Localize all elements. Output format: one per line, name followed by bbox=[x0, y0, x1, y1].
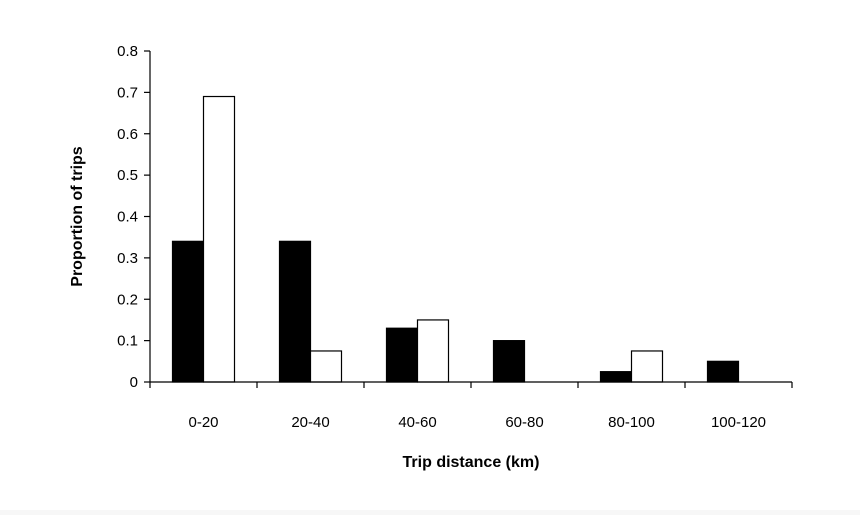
x-ticks: 0-20 20-40 40-60 60-80 80-100 100-120 bbox=[149, 382, 793, 431]
y-axis-title: Proportion of trips bbox=[69, 146, 86, 287]
bar-series2-80-100 bbox=[630, 350, 664, 383]
x-tick-label: 0-20 bbox=[188, 414, 218, 431]
x-tick-label: 40-60 bbox=[398, 414, 436, 431]
bar-series2-0-20 bbox=[202, 95, 236, 383]
y-tick-label: 0.3 bbox=[117, 250, 138, 267]
bar-series1-20-40 bbox=[278, 240, 312, 383]
bar-series1-60-80 bbox=[492, 340, 526, 383]
bar-series2-20-40 bbox=[309, 350, 343, 383]
bar-series2-40-60 bbox=[416, 319, 450, 383]
y-ticks: 0 0.1 0.2 0.3 0.4 0.5 0.6 0.7 0.8 bbox=[117, 43, 150, 391]
x-tick-label: 60-80 bbox=[505, 414, 543, 431]
bar-series1-80-100 bbox=[599, 371, 633, 383]
x-axis-title: Trip distance (km) bbox=[403, 454, 540, 471]
y-tick-label: 0.5 bbox=[117, 167, 138, 184]
x-tick-label: 100-120 bbox=[711, 414, 766, 431]
y-tick-label: 0.6 bbox=[117, 126, 138, 143]
y-tick-label: 0.2 bbox=[117, 291, 138, 308]
bars-layer bbox=[171, 95, 740, 383]
x-tick-label: 80-100 bbox=[608, 414, 655, 431]
bar-series1-0-20 bbox=[171, 240, 205, 383]
bar-series1-40-60 bbox=[385, 327, 419, 383]
y-tick-label: 0.7 bbox=[117, 84, 138, 101]
y-tick-label: 0 bbox=[130, 374, 138, 391]
x-tick-label: 20-40 bbox=[291, 414, 329, 431]
y-tick-label: 0.1 bbox=[117, 333, 138, 350]
y-tick-label: 0.4 bbox=[117, 209, 138, 226]
bar-series1-100-120 bbox=[706, 360, 740, 383]
y-tick-label: 0.8 bbox=[117, 43, 138, 60]
